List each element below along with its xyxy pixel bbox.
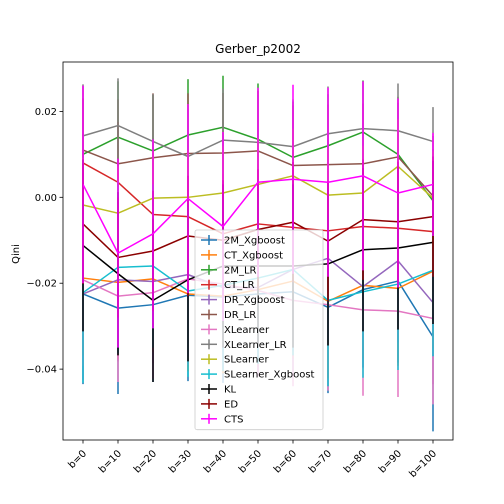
- legend-entry-2M_Xgboost: 2M_Xgboost: [201, 235, 285, 247]
- series-line-CTS: [82, 175, 434, 254]
- legend-entry-SLearner: SLearner: [201, 354, 269, 366]
- legend-entry-2M_LR: 2M_LR: [201, 264, 257, 276]
- y-tick-label: −0.02: [26, 279, 57, 290]
- series-layer: [82, 75, 434, 432]
- legend-label: DR_Xgboost: [224, 295, 285, 306]
- legend-entry-CT_LR: CT_LR: [201, 279, 255, 291]
- legend-entry-KL: KL: [201, 384, 237, 396]
- legend-label: CT_Xgboost: [224, 250, 283, 261]
- legend-entry-DR_Xgboost: DR_Xgboost: [201, 294, 285, 306]
- y-tick-label: 0.02: [35, 107, 57, 118]
- legend-label: XLearner_LR: [224, 340, 287, 351]
- legend-entry-SLearner_Xgboost: SLearner_Xgboost: [201, 369, 315, 381]
- legend-entry-XLearner_LR: XLearner_LR: [201, 339, 287, 351]
- y-tick-label: −0.04: [26, 365, 57, 376]
- legend-label: 2M_LR: [224, 265, 257, 276]
- legend-label: CT_LR: [224, 280, 255, 291]
- legend-label: CTS: [224, 414, 243, 425]
- legend-label: 2M_Xgboost: [224, 236, 285, 247]
- legend-entry-XLearner: XLearner: [201, 324, 270, 336]
- legend-entry-DR_LR: DR_LR: [201, 309, 256, 321]
- y-axis-label: Qini: [11, 244, 22, 264]
- legend-label: ED: [224, 399, 238, 410]
- legend-label: KL: [224, 385, 237, 396]
- legend: 2M_Xgboost CT_Xgboost 2M_LR CT_LR DR_Xgboost…: [194, 229, 324, 431]
- legend-label: SLearner_Xgboost: [224, 370, 315, 381]
- y-tick-label: 0.00: [35, 193, 57, 204]
- legend-entry-CT_Xgboost: CT_Xgboost: [201, 249, 283, 261]
- legend-label: SLearner: [224, 355, 269, 366]
- legend-box: [194, 229, 324, 431]
- legend-label: DR_LR: [224, 310, 256, 321]
- chart-title: Gerber_p2002: [215, 42, 301, 56]
- legend-entry-ED: ED: [201, 398, 238, 410]
- legend-label: XLearner: [224, 325, 270, 336]
- legend-entry-CTS: CTS: [201, 413, 243, 425]
